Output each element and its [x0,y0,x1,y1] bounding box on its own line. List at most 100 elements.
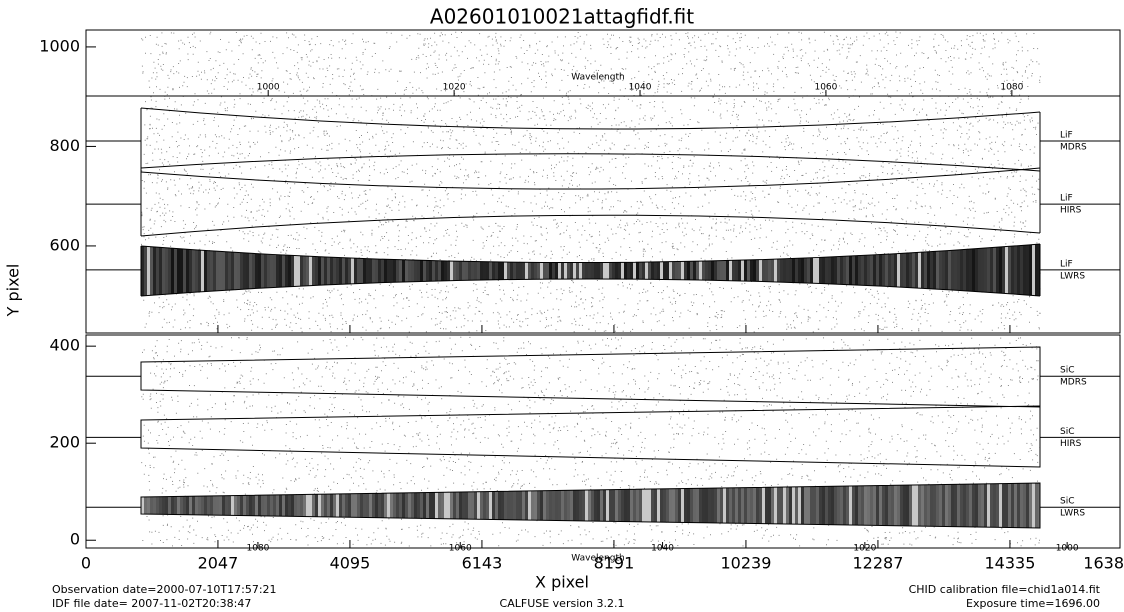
spectrum-stripe [501,483,504,528]
spectrum-stripe [564,244,567,296]
spectrum-stripe [897,483,900,528]
chart-title: A02601010021attagfidf.fit [430,5,694,29]
spectrum-stripe [501,244,504,296]
spectrum-stripe [462,244,465,296]
spectrum-stripe [885,244,888,296]
spectrum-stripe [276,483,279,528]
spectrum-stripe [975,244,978,296]
spectrum-stripe [825,244,828,296]
spectrum-stripe [444,244,447,296]
spectrum-stripe [582,244,585,296]
spectrum-stripe [324,244,327,296]
spectrum-stripe [360,244,363,296]
spectrum-stripe [663,244,666,296]
spectrum-stripe [1023,244,1026,296]
spectrum-stripe [363,244,366,296]
spectrum-stripe [195,483,198,528]
spectrum-stripe [939,483,942,528]
spectrum-stripe [168,244,171,296]
spectrum-stripe [558,244,561,296]
spectrum-stripe [642,244,645,296]
spectrum-stripe [753,244,756,296]
spectrum-stripe [324,483,327,528]
spectrum-stripe [972,483,975,528]
spectrum-stripe [777,483,780,528]
spectrum-stripe [573,483,576,528]
spectrum-stripe [747,483,750,528]
spectrum-stripe [1026,244,1029,296]
spectrum-stripe [510,244,513,296]
spectrum-stripe [279,483,282,528]
spectrum-stripe [639,483,642,528]
spectrum-stripe [147,483,150,528]
spectrum-stripe [228,244,231,296]
spectrum-stripe [198,244,201,296]
spectrum-stripe [624,244,627,296]
spectrum-stripe [330,483,333,528]
spectrum-stripe [828,244,831,296]
spectrum-stripe [474,483,477,528]
spectrum-stripe [1005,483,1008,528]
spectrum-stripe [513,244,516,296]
spectrum-stripe [228,483,231,528]
spectrum-stripe [765,483,768,528]
spectrum-stripe [990,483,993,528]
spectrum-stripe [687,483,690,528]
spectrum-stripe [318,483,321,528]
spectrum-stripe [489,483,492,528]
spectrum-stripe [384,244,387,296]
spectrum-stripe [402,244,405,296]
spectrum-stripe [609,483,612,528]
spectrum-stripe [285,244,288,296]
region-label: LWRS [1060,271,1085,281]
spectrum-stripe [816,244,819,296]
spectrum-stripe [918,483,921,528]
spectrum-stripe [786,483,789,528]
spectrum-stripe [570,483,573,528]
spectrum-stripe [627,483,630,528]
spectrum-stripe [339,483,342,528]
spectrum-stripe [726,483,729,528]
spectrum-stripe [252,244,255,296]
spectrum-stripe [399,483,402,528]
spectrum-stripe [723,244,726,296]
spectrum-stripe [708,483,711,528]
spectrum-stripe [336,244,339,296]
spectrum-stripe [531,244,534,296]
aperture-outline [140,346,1041,529]
spectrum-stripe [825,483,828,528]
wavelength-tick-label: 1020 [853,544,876,554]
spectrum-stripe [213,244,216,296]
spectrum-stripe [984,483,987,528]
spectrum-stripe [834,483,837,528]
spectrum-stripe [336,483,339,528]
region-label: SiC [1060,497,1075,507]
spectrum-stripe [381,483,384,528]
spectrum-stripe [711,244,714,296]
spectrum-stripe [468,244,471,296]
spectrum-stripe [543,483,546,528]
spectrum-stripe [267,244,270,296]
spectrum-stripe [936,483,939,528]
spectrum-stripe [375,244,378,296]
spectrum-stripe [258,244,261,296]
spectrum-stripe [168,483,171,528]
spectrum-stripe [798,244,801,296]
spectrum-stripe [777,244,780,296]
spectrum-stripe [240,244,243,296]
x-axis-label: X pixel [535,573,589,592]
spectrum-stripe [270,244,273,296]
spectrum-stripe [231,244,234,296]
spectrum-stripe [894,244,897,296]
spectrum-stripe [738,483,741,528]
spectrum-stripe [549,244,552,296]
spectrum-stripe [942,483,945,528]
region-label: HIRS [1060,206,1082,216]
spectrum-stripe [399,244,402,296]
spectrum-stripe [273,483,276,528]
spectrum-stripe [645,483,648,528]
spectrum-stripe [561,244,564,296]
spectrum-stripe [441,244,444,296]
spectrum-stripe [615,244,618,296]
region-label: HIRS [1060,439,1082,449]
